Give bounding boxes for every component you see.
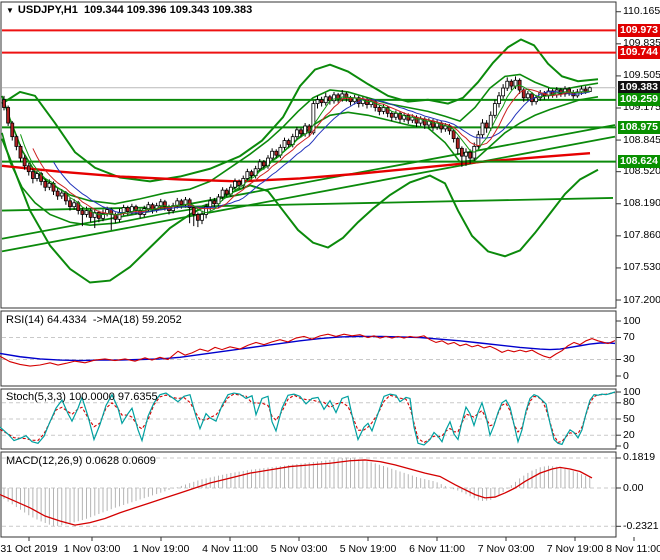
date-label: 1 Nov 19:00 <box>132 543 190 555</box>
date-label: 4 Nov 11:00 <box>202 543 258 555</box>
main-chart-panel[interactable] <box>1 29 616 284</box>
price-axis[interactable]: 110.165 109.835 109.505 109.175 108.845 108.5… <box>617 0 660 538</box>
indicator-scale-label: 100 <box>623 314 641 327</box>
date-label: 8 Nov 11:00 <box>606 543 660 555</box>
rsi-indicator-label: RSI(14) 64.4334 ->MA(18) 59.2052 <box>6 314 182 326</box>
indicator-scale-label: 0.00 <box>623 481 644 494</box>
chart-title: ▼ USDJPY,H1 109.344 109.396 109.343 109.… <box>6 4 252 16</box>
indicator-scale-label: 70 <box>623 331 635 343</box>
price-tick-label: 108.845 <box>623 133 660 146</box>
date-label: 5 Nov 03:00 <box>270 543 328 555</box>
price-tick-label: 109.505 <box>623 69 660 82</box>
date-label: 5 Nov 19:00 <box>339 543 397 555</box>
symbol-marker-icon: ▼ <box>6 5 14 15</box>
support-price-badge: 109.259 <box>618 93 660 107</box>
date-label: 31 Oct 2019 <box>0 543 58 555</box>
resistance-price-badge: 109.744 <box>618 46 660 60</box>
rsi-panel[interactable] <box>0 333 616 367</box>
indicator-scale-label: 80 <box>623 396 635 409</box>
indicator-scale-label: 0 <box>623 439 629 452</box>
price-tick-label: 108.190 <box>623 197 660 210</box>
current-price-badge: 109.383 <box>618 81 660 95</box>
indicator-scale-label: 20 <box>623 428 635 441</box>
indicator-scale-label: 0 <box>623 369 629 382</box>
title-ohlc-values: 109.344 109.396 109.343 109.383 <box>83 4 253 16</box>
resistance-price-badge: 109.973 <box>618 23 660 37</box>
date-label: 7 Nov 19:00 <box>546 543 604 555</box>
support-price-badge: 108.624 <box>618 155 660 169</box>
indicator-scale-label: -0.2321 <box>623 519 659 532</box>
date-label: 1 Nov 03:00 <box>63 543 121 555</box>
symbol-timeframe: USDJPY,H1 <box>17 4 78 16</box>
price-tick-label: 110.165 <box>623 5 660 18</box>
macd-indicator-label: MACD(12,26,9) 0.0628 0.0609 <box>6 455 156 467</box>
support-price-badge: 108.975 <box>618 120 660 134</box>
date-label: 7 Nov 03:00 <box>477 543 535 555</box>
price-tick-label: 107.860 <box>623 229 660 242</box>
indicator-scale-label: 30 <box>623 353 635 365</box>
indicator-scale-label: 0.1819 <box>623 451 656 464</box>
price-tick-label: 107.530 <box>623 261 660 274</box>
macd-panel[interactable] <box>0 457 616 527</box>
stoch-indicator-label: Stoch(5,3,3) 100.0000 97.6355 <box>6 391 158 403</box>
price-tick-label: 108.520 <box>623 165 660 178</box>
indicator-scale-label: 50 <box>623 412 635 425</box>
time-axis[interactable]: 31 Oct 2019 1 Nov 03:00 1 Nov 19:00 4 Nov 1… <box>0 538 660 560</box>
price-tick-label: 107.200 <box>623 293 660 306</box>
axis-ticks[interactable] <box>28 11 635 541</box>
indicator-scale-label: 100 <box>623 385 641 398</box>
date-label: 6 Nov 11:00 <box>409 543 465 555</box>
stoch-panel[interactable] <box>0 391 616 446</box>
